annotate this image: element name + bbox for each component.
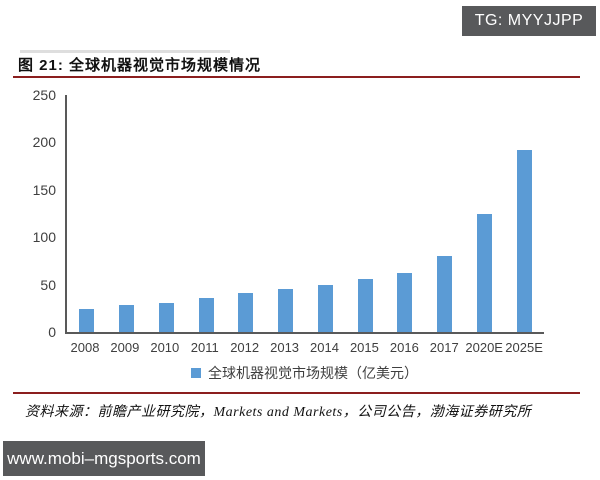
artifact-line xyxy=(20,50,230,53)
bar-2008 xyxy=(79,309,95,332)
chart-legend: 全球机器视觉市场规模（亿美元） xyxy=(65,363,544,383)
y-tick-label: 0 xyxy=(48,324,56,340)
bar-slot xyxy=(465,213,505,332)
bar-2016 xyxy=(397,273,413,332)
bar-2017 xyxy=(437,256,453,332)
x-tick-label: 2020E xyxy=(465,340,503,355)
legend-label: 全球机器视觉市场规模（亿美元） xyxy=(208,365,418,381)
y-tick-label: 200 xyxy=(32,134,56,151)
url-box: www.mobi–mgsports.com xyxy=(3,441,205,476)
y-tick-label: 250 xyxy=(32,87,56,103)
plot-area xyxy=(65,95,544,334)
url-label: www.mobi–mgsports.com xyxy=(7,448,201,468)
x-tick-label: 2025E xyxy=(505,340,543,355)
bar-2014 xyxy=(317,284,333,332)
y-axis: 0 50 100 150 200 250 xyxy=(0,87,56,340)
bar-slot xyxy=(226,293,266,332)
bar-slot xyxy=(306,284,346,332)
bar-2009 xyxy=(119,305,135,332)
x-tick-label: 2012 xyxy=(230,340,260,355)
tg-badge-label: TG: MYYJJPP xyxy=(474,12,584,29)
bar-slot xyxy=(147,302,187,332)
x-tick-label: 2017 xyxy=(429,340,459,355)
x-tick-label: 2008 xyxy=(70,340,100,355)
bar-2015 xyxy=(357,278,373,332)
y-tick-label: 150 xyxy=(32,181,56,198)
source-note: 资料来源：前瞻产业研究院，Markets and Markets，公司公告，渤海… xyxy=(25,405,532,420)
bar-slot xyxy=(266,289,306,332)
x-axis: 2008 2009 2010 2011 2012 2013 2014 2015 2016 2017… xyxy=(65,340,544,355)
legend-swatch-icon xyxy=(191,368,201,378)
tg-badge: TG: MYYJJPP xyxy=(462,6,596,36)
bar-slot xyxy=(385,273,425,332)
bar-2025E xyxy=(516,149,532,332)
bar-slot xyxy=(425,256,465,332)
source-rule xyxy=(13,392,580,394)
bar-2012 xyxy=(238,293,254,332)
y-tick-label: 100 xyxy=(32,229,56,246)
x-tick-label: 2011 xyxy=(190,340,219,355)
bar-slot xyxy=(504,149,544,332)
bar-2020E xyxy=(476,213,492,332)
x-tick-label: 2014 xyxy=(310,340,339,355)
figure-title: 图 21: 全球机器视觉市场规模情况 xyxy=(18,57,262,74)
bar-slot xyxy=(186,297,226,332)
bar-slot xyxy=(107,305,147,332)
y-tick-label: 50 xyxy=(40,276,56,293)
title-rule xyxy=(13,76,580,78)
bar-slot xyxy=(345,278,385,332)
x-tick-label: 2015 xyxy=(349,340,379,355)
x-tick-label: 2016 xyxy=(389,340,419,355)
x-tick-label: 2010 xyxy=(150,340,180,355)
bar-chart: 0 50 100 150 200 250 2008 2009 2010 2011 2012 2013… xyxy=(0,87,600,385)
bar-2010 xyxy=(158,302,174,332)
x-tick-label: 2013 xyxy=(270,340,300,355)
bar-slot xyxy=(67,309,107,332)
x-tick-label: 2009 xyxy=(110,340,140,355)
bar-2011 xyxy=(198,297,214,332)
bar-2013 xyxy=(278,289,294,332)
